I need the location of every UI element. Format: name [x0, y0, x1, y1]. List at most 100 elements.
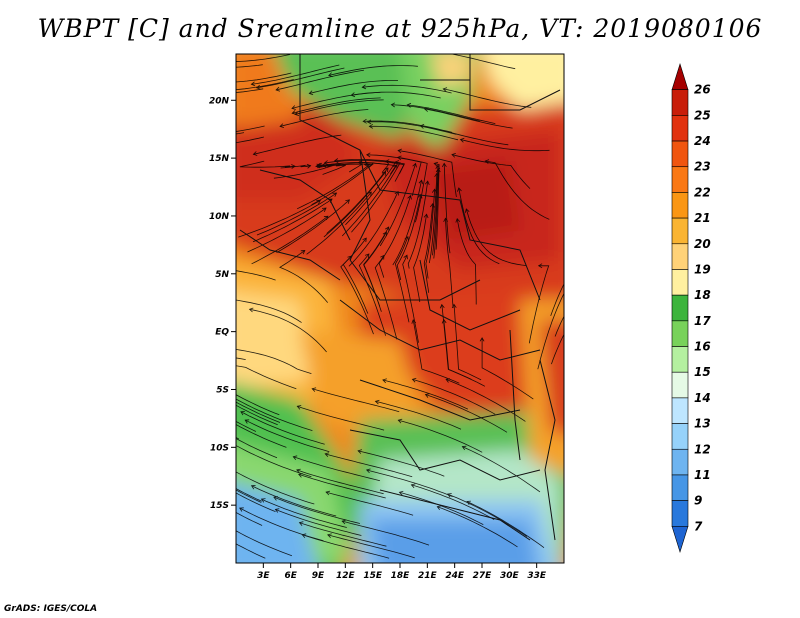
- colorbar-label: 20: [694, 237, 711, 251]
- colorbar-label: 26: [694, 83, 711, 97]
- colorbar-label: 7: [694, 519, 703, 533]
- streamline: [443, 163, 451, 254]
- streamline: [554, 315, 564, 337]
- streamline-arrow: [273, 496, 278, 501]
- streamline: [236, 132, 245, 135]
- colorbar-segment: [671, 346, 689, 373]
- streamline: [236, 438, 278, 459]
- streamline: [434, 163, 440, 250]
- streamline-arrow: [384, 159, 390, 165]
- streamline: [236, 125, 265, 132]
- streamline-arrow: [464, 208, 470, 213]
- streamline-arrow: [231, 485, 235, 489]
- streamline: [345, 160, 397, 226]
- colorbar-segment: [671, 140, 689, 168]
- colorbar-label: 15: [694, 365, 711, 379]
- lon-tick-label: 12E: [336, 571, 356, 581]
- streamline: [362, 84, 452, 94]
- streamline-arrow: [279, 123, 285, 128]
- streamline-arrow: [300, 250, 306, 255]
- streamline-arrow: [364, 253, 370, 259]
- lon-tick-label: 6E: [284, 571, 297, 581]
- streamline: [236, 471, 315, 505]
- streamline-arrow: [479, 337, 485, 342]
- streamline: [251, 485, 337, 517]
- streamline: [437, 506, 518, 548]
- streamline-arrow: [250, 485, 256, 490]
- streamline: [412, 319, 460, 384]
- streamline-arrow: [327, 533, 332, 538]
- streamline: [236, 79, 294, 90]
- lat-tick-label: EQ: [215, 328, 229, 338]
- streamline-arrow: [311, 387, 317, 392]
- streamline-arrow: [394, 190, 399, 196]
- streamline: [239, 160, 295, 168]
- streamline-arrow: [230, 130, 234, 134]
- streamline-arrow: [427, 49, 431, 53]
- streamline: [407, 104, 496, 124]
- streamline-arrow: [244, 419, 250, 424]
- streamline: [428, 173, 438, 264]
- streamline: [394, 236, 410, 323]
- streamline-arrow: [228, 420, 232, 424]
- streamline: [236, 489, 262, 503]
- streamline-arrow: [228, 65, 231, 69]
- streamline-arrow: [275, 86, 281, 92]
- streamline: [236, 437, 239, 440]
- streamline-arrow: [229, 441, 233, 445]
- streamline-arrow: [567, 305, 571, 309]
- streamline-arrow: [441, 162, 447, 168]
- streamline-arrow: [393, 164, 398, 169]
- streamline-arrow: [398, 490, 404, 496]
- streamline-arrow: [332, 192, 338, 197]
- streamline: [236, 54, 291, 62]
- streamline-arrow: [410, 483, 416, 489]
- streamline: [458, 187, 500, 265]
- streamline: [432, 165, 439, 256]
- streamline-arrow: [345, 199, 350, 204]
- streamline: [412, 378, 496, 415]
- colorbar-segment: [671, 371, 689, 399]
- colorbar-label: 12: [694, 442, 711, 456]
- streamline: [374, 255, 398, 340]
- streamline-arrow: [240, 411, 245, 416]
- streamline-arrow: [435, 167, 441, 173]
- streamline-arrow: [567, 323, 571, 327]
- streamline-arrow: [436, 505, 442, 511]
- streamline-arrow: [291, 105, 296, 110]
- streamline: [342, 237, 369, 314]
- colorbar-label: 18: [694, 288, 711, 302]
- streamline: [240, 411, 325, 445]
- streamline-arrow: [457, 187, 462, 192]
- plot-area: [228, 49, 571, 563]
- colorbar-segment: [671, 89, 689, 116]
- streamline-arrow: [466, 500, 471, 506]
- streamline: [297, 405, 385, 431]
- streamline-arrow: [455, 218, 461, 223]
- streamline: [326, 167, 389, 234]
- streamline-arrow: [296, 468, 301, 474]
- streamline: [425, 394, 508, 433]
- streamline-arrow: [230, 540, 234, 544]
- streamline-arrow: [230, 396, 234, 400]
- streamline-arrow: [442, 87, 448, 92]
- streamline-arrow: [366, 152, 371, 158]
- streamline: [423, 203, 434, 293]
- streamline: [358, 253, 386, 336]
- streamline: [348, 191, 399, 267]
- streamline: [292, 97, 381, 114]
- streamline-arrow: [323, 160, 329, 165]
- streamline-arrow: [380, 254, 385, 260]
- colorbar: 26 25 24 23 22 21 20 19 18 17 16 15 14 13 12 11 9 7: [671, 62, 711, 554]
- streamline-arrow: [368, 123, 374, 129]
- streamline: [363, 226, 390, 307]
- streamline: [537, 292, 564, 370]
- streamline: [247, 207, 327, 253]
- map-title: WBPT [C] and Sreamline at 925hPa, VT: 20…: [37, 14, 763, 43]
- streamline-arrow: [411, 377, 417, 383]
- streamline: [261, 498, 347, 528]
- streamline: [298, 474, 386, 499]
- streamline: [425, 189, 435, 279]
- streamline-arrow: [230, 399, 234, 403]
- streamline-arrow: [316, 163, 321, 168]
